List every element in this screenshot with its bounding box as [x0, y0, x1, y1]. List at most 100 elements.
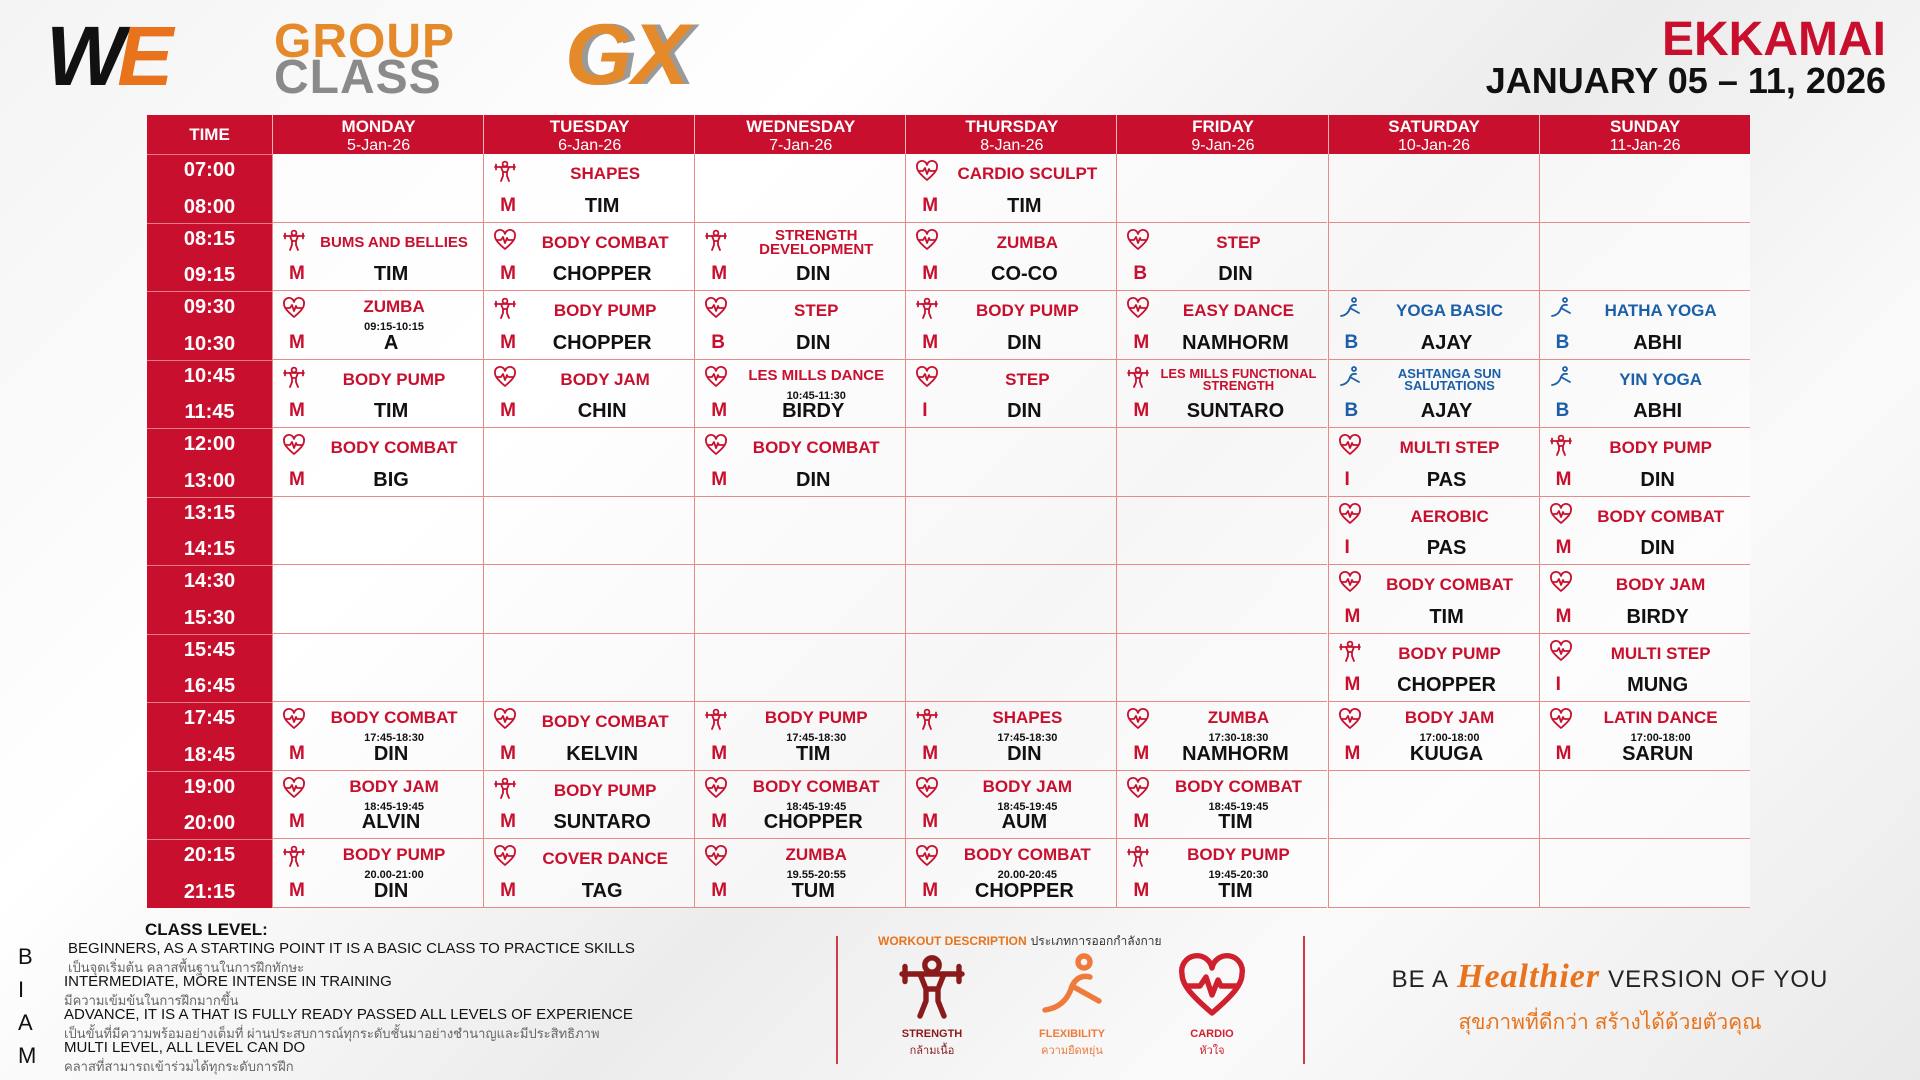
class-level: M	[1555, 605, 1572, 627]
class-level: M	[289, 879, 305, 901]
body	[1133, 371, 1144, 388]
pulse	[285, 715, 303, 723]
class-time: 19:45-20:30	[1208, 869, 1269, 881]
class-level: M	[1555, 468, 1572, 490]
trainer: A	[383, 331, 399, 354]
body	[1344, 645, 1355, 662]
class-cell: BODY PUMP 17:45-18:30 M TIM	[694, 702, 906, 771]
class-time: 17:45-18:30	[364, 732, 425, 744]
level-desc: ADVANCE, IT IS A THAT IS FULLY READY PAS…	[64, 1006, 633, 1023]
tagline: BE A Healthier VERSION OF YOU	[1310, 958, 1910, 996]
barbell	[494, 780, 516, 787]
class-name: ZUMBA	[785, 845, 847, 864]
level-desc-th: มีความเข้มข้นในการฝึกมากขึ้น	[64, 993, 239, 1008]
end-time: 13:00	[183, 469, 236, 492]
class-time: 09:15-10:15	[364, 321, 425, 333]
level-letter: B	[18, 944, 33, 969]
strength-icon	[1127, 366, 1150, 388]
trainer: TUM	[791, 879, 835, 902]
class-level: M	[922, 263, 939, 284]
class-cell	[1116, 565, 1328, 634]
class-level: I	[1344, 537, 1350, 558]
pulse	[1129, 235, 1148, 244]
cardio-icon	[1549, 502, 1572, 524]
day-name: WEDNESDAY	[746, 117, 856, 136]
head	[712, 708, 720, 716]
class-name: BODY PUMP	[553, 780, 657, 800]
day-date: 10-Jan-26	[1398, 137, 1471, 154]
cardio-icon	[1127, 297, 1150, 318]
barbell	[494, 163, 516, 171]
heart	[283, 434, 305, 455]
trainer: TIM	[1007, 194, 1042, 217]
class-name: BODY COMBAT	[330, 708, 458, 727]
class-time: 10:45-11:30	[786, 389, 846, 402]
time-cell: 08:15 09:15	[147, 222, 272, 291]
legend-area: CLASS LEVEL: B BEGINNERS, AS A STARTING PO…	[0, 908, 1920, 1080]
class-name: BODY COMBAT	[541, 232, 669, 252]
head	[1561, 365, 1568, 372]
day-name: MONDAY	[341, 117, 416, 136]
cardio-icon	[916, 776, 939, 798]
level-letter: A	[18, 1010, 33, 1035]
pulse	[1340, 441, 1359, 449]
class-cell	[272, 154, 484, 223]
class-level: M	[289, 331, 305, 353]
barbell	[1549, 437, 1572, 445]
class-cell: BODY COMBAT M DIN	[694, 428, 906, 497]
class-cell: BODY PUMP M TIM	[272, 359, 484, 428]
pulse	[1551, 646, 1570, 655]
cardio-icon	[1338, 571, 1361, 592]
body	[1550, 303, 1571, 317]
cardio-icon	[1549, 708, 1572, 729]
body	[500, 303, 510, 319]
pulse	[1129, 304, 1148, 312]
end-time: 10:30	[183, 332, 236, 355]
class-level: M	[500, 263, 516, 284]
start-time: 08:15	[183, 227, 236, 250]
class-cell: ZUMBA 19.55-20:55 M TUM	[694, 839, 906, 908]
body	[922, 303, 933, 319]
start-time: 13:15	[183, 501, 236, 524]
cardio-icon	[1338, 502, 1361, 524]
pulse	[1340, 509, 1359, 518]
class-level: M	[711, 468, 728, 490]
cardio-icon	[705, 845, 728, 866]
body	[711, 234, 722, 251]
class-cell: STEP B DIN	[1116, 222, 1328, 291]
head	[290, 845, 298, 853]
barbell	[916, 300, 939, 308]
tagline-pre: BE A	[1391, 966, 1449, 993]
head	[1135, 366, 1142, 373]
heart	[1127, 297, 1150, 318]
barbell	[1127, 848, 1150, 856]
heart	[1127, 708, 1150, 729]
class-level: B	[1555, 331, 1570, 353]
barbell	[283, 848, 305, 856]
end-time: 16:45	[183, 675, 236, 697]
class-name: LATIN DANCE	[1603, 708, 1718, 727]
class-time: 17:00-18:00	[1630, 732, 1691, 744]
cardio-icon	[916, 228, 939, 250]
cardio-icon	[916, 365, 939, 387]
class-cell: BODY COMBAT M DIN	[1538, 496, 1750, 565]
cardio-icon	[283, 434, 305, 455]
class-level: M	[500, 742, 516, 764]
strength-icon	[1338, 640, 1361, 662]
level-letter: M	[18, 1043, 37, 1068]
trainer: KELVIN	[566, 742, 639, 765]
pulse	[496, 235, 514, 244]
trainer: DIN	[796, 331, 831, 354]
time-cell: 12:00 13:00	[147, 428, 272, 497]
workout-label-th: หัวใจ	[1199, 1045, 1225, 1057]
pulse	[285, 441, 303, 449]
start-time: 12:00	[183, 433, 236, 455]
class-cell: MULTI STEP I MUNG	[1538, 633, 1750, 702]
pulse	[1340, 578, 1359, 586]
trainer: CHOPPER	[552, 263, 652, 285]
class-name: YOGA BASIC	[1396, 301, 1504, 320]
trainer: TIM	[584, 194, 620, 217]
class-time: 20.00-21:00	[364, 869, 424, 881]
class-cell: AEROBIC I PAS	[1327, 496, 1539, 565]
body	[289, 851, 299, 867]
